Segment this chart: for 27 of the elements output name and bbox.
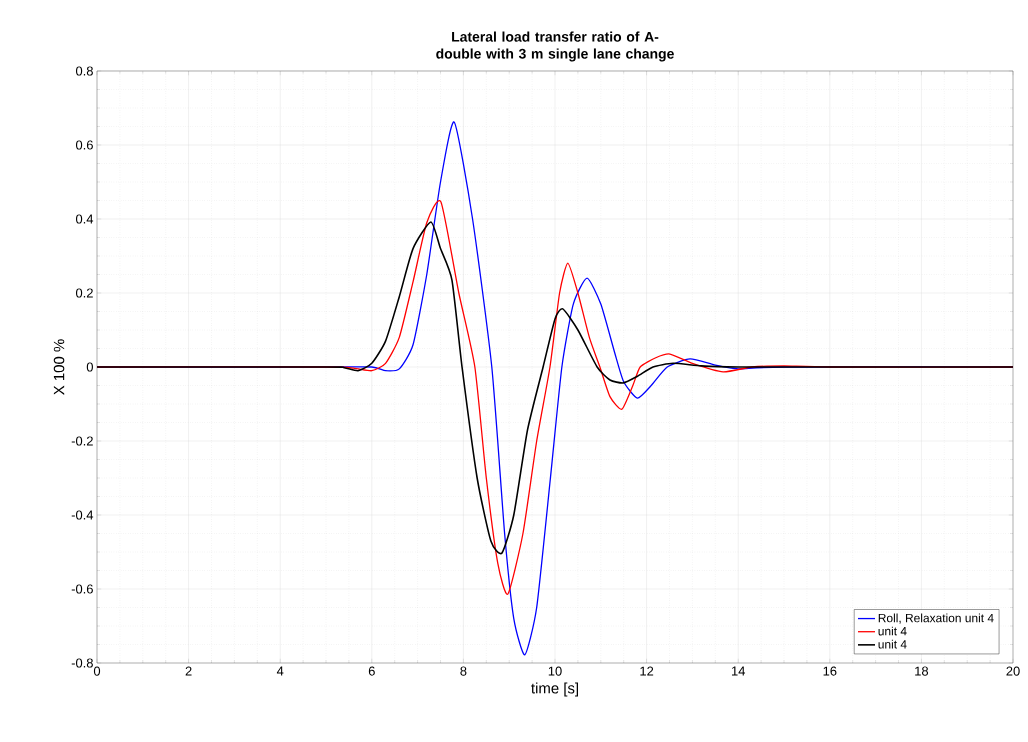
chart-title: Lateral load transfer ratio of A-double with 3 m single lane change: [436, 31, 674, 62]
x-tick-label: 4: [276, 666, 284, 676]
y-tick-label: -0.4: [71, 510, 94, 520]
y-tick-label: 0.4: [75, 214, 94, 224]
x-tick-label: 16: [823, 666, 837, 676]
legend-label: unit 4: [878, 626, 907, 636]
y-tick-label: 0.2: [75, 288, 93, 298]
y-tick-label: -0.8: [71, 658, 93, 668]
y-tick-label: 0.8: [75, 66, 93, 76]
y-tick-label: 0.6: [75, 140, 93, 150]
y-axis-title: X 100 %: [53, 339, 65, 395]
x-tick-label: 2: [185, 666, 192, 676]
x-tick-label: 12: [640, 666, 654, 676]
x-tick-label: 0: [93, 666, 101, 676]
y-tick-label: 0: [86, 362, 93, 372]
y-tick-label: -0.6: [71, 584, 93, 594]
x-axis-title: time [s]: [531, 682, 578, 697]
x-tick-label: 6: [368, 666, 375, 676]
line-series: [96, 221, 1014, 554]
x-tick-label: 20: [1006, 666, 1020, 676]
legend-label: Roll, Relaxation unit 4: [878, 613, 994, 624]
legend-label: unit 4: [878, 639, 907, 649]
x-tick-label: 10: [548, 666, 562, 676]
y-tick-label: -0.2: [71, 436, 93, 446]
x-tick-label: 18: [915, 666, 929, 676]
x-tick-label: 8: [460, 666, 467, 676]
x-tick-label: 14: [731, 666, 746, 676]
